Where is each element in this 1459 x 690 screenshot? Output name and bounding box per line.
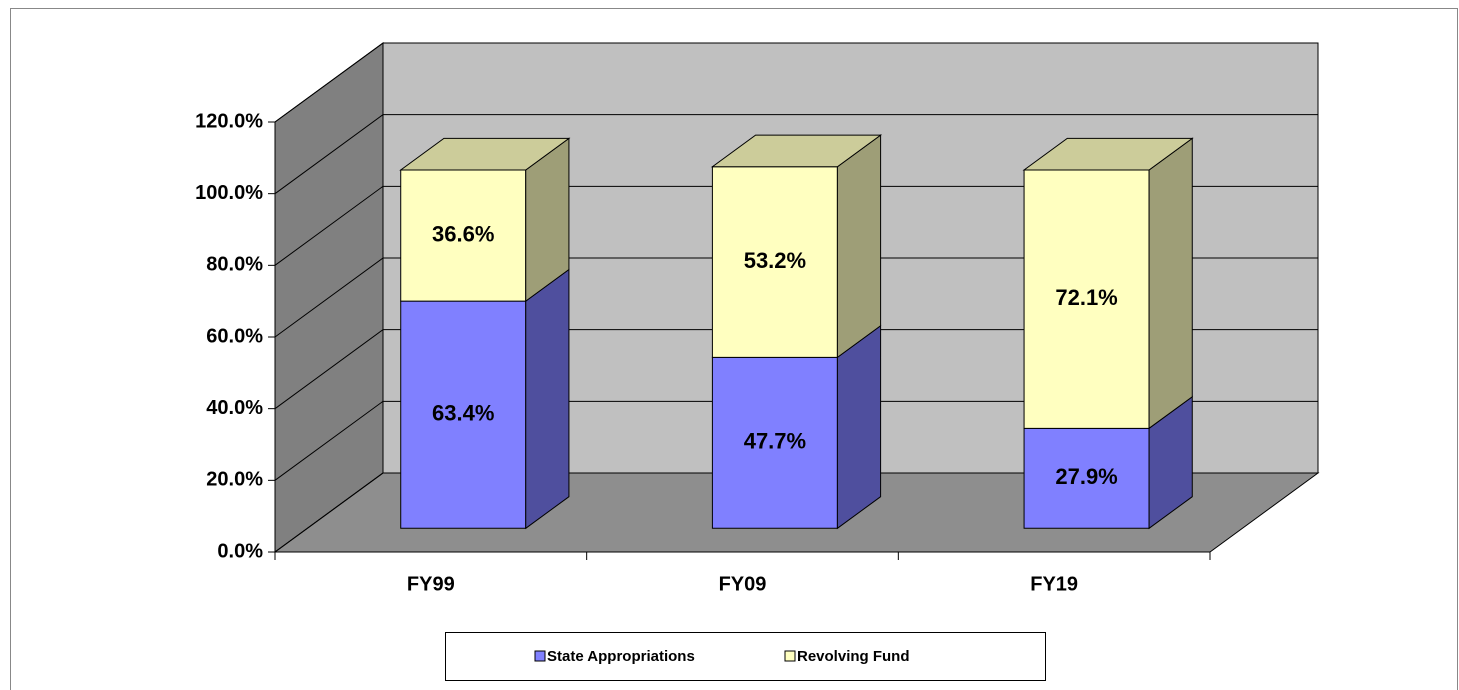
grid-line (274, 257, 1318, 338)
bar-side (836, 324, 882, 530)
y-tick-label: 120.0% (195, 110, 263, 132)
grid-line (274, 329, 1318, 410)
data-label: 63.4% (432, 401, 494, 426)
y-tick-label: 40.0% (206, 397, 263, 419)
grid-line (274, 400, 1318, 481)
data-label: 53.2% (744, 248, 806, 273)
x-tick-label: FY19 (1030, 573, 1078, 595)
bar-top (1022, 137, 1194, 171)
data-label: 47.7% (744, 429, 806, 454)
y-tick-label: 80.0% (206, 254, 263, 276)
data-label: 27.9% (1055, 464, 1117, 489)
x-tick-label: FY09 (719, 573, 767, 595)
grid-line (274, 42, 1318, 123)
grid-line (274, 472, 1318, 553)
grid-line (274, 185, 1318, 266)
legend-label: State Appropriations (547, 648, 695, 665)
data-label: 72.1% (1055, 285, 1117, 310)
legend-label: Revolving Fund (797, 648, 910, 665)
legend-swatch (784, 650, 796, 662)
legend-swatch (534, 650, 546, 662)
data-label: 36.6% (432, 221, 494, 246)
bar-side (525, 268, 570, 530)
x-tick-label: FY99 (407, 573, 455, 595)
grid-line (274, 114, 1318, 195)
bar-side (836, 134, 882, 359)
bar-side (1148, 137, 1193, 430)
bar-top (399, 137, 571, 171)
y-tick-label: 0.0% (217, 540, 263, 562)
y-tick-label: 100.0% (195, 182, 263, 204)
y-tick-label: 60.0% (206, 325, 263, 347)
bar-top (710, 134, 883, 168)
y-tick-label: 20.0% (206, 469, 263, 491)
